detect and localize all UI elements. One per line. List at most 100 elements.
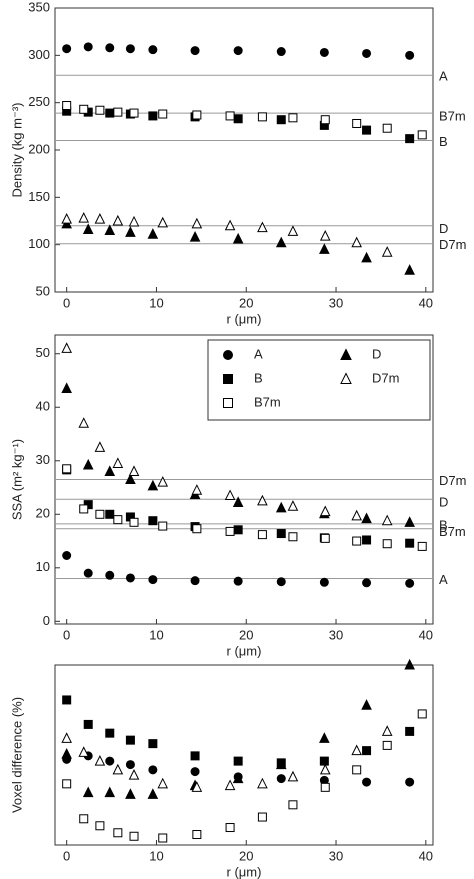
marker-triangle (112, 457, 124, 468)
marker-circle (405, 777, 415, 787)
marker-triangle (381, 246, 393, 257)
marker-square (148, 739, 158, 749)
y-axis-label: Density (kg m⁻³) (9, 103, 24, 198)
marker-triangle (128, 215, 140, 227)
x-tick-label: 10 (149, 627, 163, 642)
x-axis-label: r (μm) (227, 864, 262, 879)
marker-circle (105, 756, 115, 766)
marker-triangle (257, 221, 268, 233)
x-tick-label: 0 (63, 627, 70, 642)
marker-circle (405, 578, 415, 588)
marker-triangle (232, 232, 244, 244)
marker-square (382, 123, 392, 133)
marker-triangle (232, 772, 244, 784)
marker-square (79, 504, 89, 514)
marker-triangle (319, 243, 330, 254)
marker-square (148, 516, 158, 526)
y-tick-label: 40 (36, 399, 50, 414)
legend-label: B7m (254, 394, 281, 409)
marker-square (95, 105, 105, 115)
reference-label: D7m (439, 473, 466, 488)
reference-label: D (439, 495, 448, 510)
marker-triangle (157, 216, 169, 228)
marker-square (129, 108, 139, 118)
marker-square (405, 726, 415, 736)
marker-square (233, 114, 243, 124)
marker-square (288, 800, 298, 810)
marker-square (382, 539, 392, 549)
x-axis-label: r (μm) (227, 311, 262, 326)
y-tick-label: 50 (36, 283, 50, 298)
marker-triangle (61, 212, 72, 224)
marker-square (352, 118, 362, 128)
reference-label: B7m (439, 524, 466, 539)
marker-triangle (351, 744, 362, 756)
marker-square (190, 751, 200, 761)
x-tick-label: 0 (63, 848, 70, 863)
marker-square (113, 828, 123, 838)
marker-square (113, 107, 123, 117)
y-tick-label: 300 (28, 47, 50, 62)
marker-square (382, 740, 392, 750)
marker-square (79, 814, 89, 824)
marker-triangle (104, 224, 116, 235)
marker-triangle (319, 230, 331, 241)
marker-triangle (287, 225, 299, 236)
marker-circle (125, 44, 135, 54)
marker-triangle (104, 465, 116, 476)
marker-circle (105, 570, 115, 580)
marker-circle (125, 760, 135, 770)
marker-square (320, 782, 330, 792)
marker-square (257, 112, 267, 122)
reference-label: B (439, 517, 448, 532)
marker-triangle (319, 763, 331, 775)
marker-square (417, 709, 427, 719)
marker-triangle (361, 512, 372, 524)
marker-square (233, 525, 243, 535)
marker-circle (190, 576, 200, 586)
marker-square (79, 104, 89, 114)
marker-square (405, 134, 415, 144)
marker-square (105, 728, 115, 738)
marker-square (158, 521, 168, 531)
marker-square (129, 517, 139, 527)
marker-square (362, 535, 372, 545)
marker-triangle (94, 212, 106, 224)
marker-square (320, 533, 330, 543)
y-tick-label: 50 (36, 345, 50, 360)
x-axis-label: r (μm) (227, 643, 262, 658)
marker-triangle (381, 725, 393, 736)
x-tick-label: 40 (419, 848, 433, 863)
reference-label: B7m (439, 109, 466, 124)
marker-square (192, 830, 202, 840)
marker-triangle (112, 214, 124, 226)
marker-triangle (257, 494, 268, 506)
marker-square (192, 110, 202, 120)
marker-square (319, 756, 329, 766)
marker-square (320, 115, 330, 125)
reference-label: D7m (439, 237, 466, 252)
marker-triangle (104, 786, 116, 798)
y-tick-label: 0 (43, 613, 50, 628)
marker-square (62, 695, 72, 705)
x-tick-label: 30 (329, 295, 343, 310)
marker-square (158, 109, 168, 119)
marker-circle (62, 44, 72, 54)
marker-triangle (319, 505, 331, 517)
marker-square (223, 398, 233, 408)
marker-triangle (128, 768, 140, 780)
marker-circle (148, 765, 158, 775)
marker-circle (105, 43, 115, 53)
marker-square (288, 532, 298, 542)
y-tick-label: 100 (28, 236, 50, 251)
marker-triangle (224, 779, 236, 791)
legend-box (207, 339, 431, 421)
marker-triangle (351, 509, 362, 521)
marker-circle (233, 576, 243, 586)
marker-triangle (275, 758, 287, 770)
marker-square (62, 101, 72, 111)
plot-frame (54, 664, 434, 846)
marker-circle (276, 577, 286, 587)
marker-triangle (404, 658, 415, 670)
